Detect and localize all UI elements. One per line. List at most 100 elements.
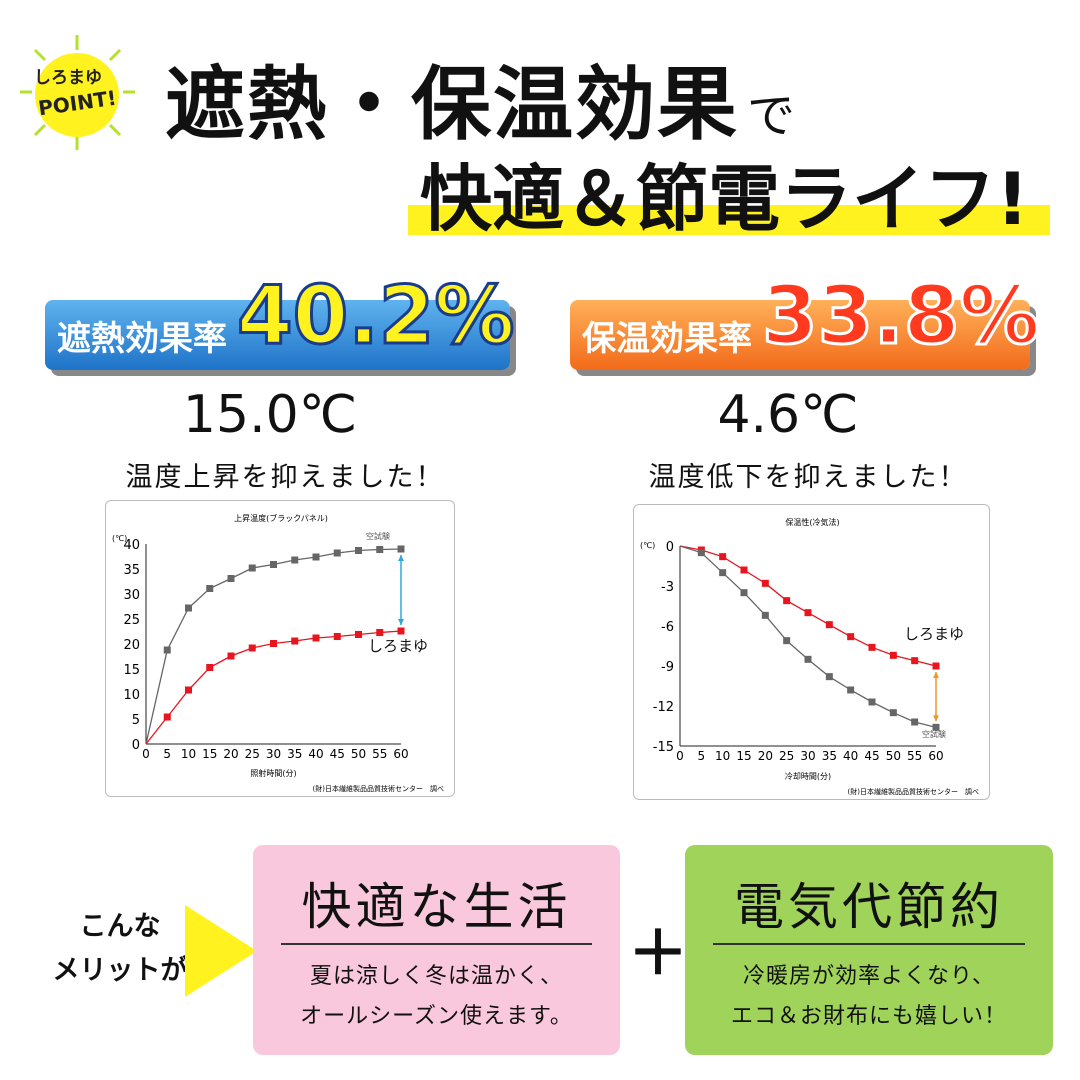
data-point bbox=[248, 644, 256, 652]
x-tick-label: 45 bbox=[330, 747, 345, 761]
series-label: しろまゆ bbox=[904, 625, 964, 643]
series-line bbox=[679, 545, 937, 728]
data-point bbox=[355, 631, 362, 638]
heat-rise-chart: 上昇温度(ブラックパネル) (℃) 照射時間(分) (財)日本繊維製品品質技術センター… bbox=[105, 500, 455, 797]
lead-line: こんな bbox=[79, 911, 161, 942]
y-tick-label: 15 bbox=[123, 663, 140, 678]
x-tick-label: 50 bbox=[886, 749, 901, 763]
chart-title: 上昇温度(ブラックパネル) bbox=[234, 513, 328, 523]
data-point bbox=[376, 546, 384, 553]
headline-main: 遮熱・保温効果 bbox=[165, 58, 739, 151]
x-tick-label: 50 bbox=[351, 747, 366, 761]
data-point bbox=[312, 553, 320, 561]
x-tick-label: 25 bbox=[245, 747, 260, 761]
heat-retention-chart: 保温性(冷気法) (℃) 冷却時間(分) (財)日本繊維製品品質技術センター 調べ 0-… bbox=[633, 504, 990, 800]
x-axis-label: 冷却時間(分) bbox=[785, 771, 831, 781]
y-tick-label: 0 bbox=[132, 738, 140, 753]
data-point bbox=[163, 713, 171, 721]
data-point bbox=[333, 549, 341, 557]
data-point bbox=[185, 604, 192, 612]
series-line bbox=[679, 545, 937, 667]
data-point bbox=[397, 545, 405, 553]
data-point bbox=[847, 686, 855, 694]
y-tick-label: 0 bbox=[666, 540, 674, 555]
data-point bbox=[719, 569, 727, 577]
series-label: しろまゆ bbox=[368, 637, 428, 655]
x-tick-label: 15 bbox=[202, 747, 217, 761]
x-tick-label: 15 bbox=[736, 749, 751, 763]
chart-title: 保温性(冷気法) bbox=[785, 517, 839, 527]
data-point bbox=[185, 686, 192, 694]
x-tick-label: 5 bbox=[698, 749, 706, 763]
data-point bbox=[227, 575, 235, 582]
data-point bbox=[804, 655, 812, 663]
x-tick-label: 55 bbox=[907, 749, 922, 763]
y-tick-label: 10 bbox=[123, 688, 140, 703]
plus-sign: ＋ bbox=[628, 919, 688, 989]
temp-caption: 温度上昇を抑えました！ bbox=[125, 462, 445, 493]
card-text: オールシーズン使えます。 bbox=[300, 1004, 573, 1029]
x-tick-label: 10 bbox=[715, 749, 730, 763]
headline-suffix: で bbox=[747, 88, 798, 144]
series-label: 空試験 bbox=[922, 729, 946, 739]
divider bbox=[713, 943, 1025, 945]
y-tick-label: -3 bbox=[661, 580, 674, 595]
arrow-right-icon bbox=[185, 905, 257, 997]
data-point bbox=[740, 589, 748, 597]
y-tick-label: 5 bbox=[132, 713, 140, 728]
card-text: 夏は涼しく冬は温かく、 bbox=[309, 964, 563, 989]
merit-lead: こんな メリットが bbox=[45, 905, 195, 993]
data-point bbox=[783, 637, 791, 645]
temp-difference: 15.0℃ bbox=[182, 385, 358, 445]
card-text: 冷暖房が効率よくなり、 bbox=[742, 964, 996, 989]
x-axis-label: 照射時間(分) bbox=[250, 768, 296, 778]
series-label: 空試験 bbox=[366, 531, 390, 541]
data-point bbox=[761, 579, 769, 587]
data-point bbox=[825, 673, 833, 681]
series-line bbox=[145, 630, 402, 745]
y-tick-label: -9 bbox=[661, 660, 674, 675]
saving-card: 電気代節約 冷暖房が効率よくなり、 エコ＆お財布にも嬉しい！ bbox=[685, 845, 1053, 1055]
x-tick-label: 30 bbox=[800, 749, 815, 763]
source-note: (財)日本繊維製品品質技術センター 調べ bbox=[848, 787, 979, 796]
data-point bbox=[291, 637, 299, 645]
x-tick-label: 25 bbox=[779, 749, 794, 763]
headline-line1: 遮熱・保温効果で bbox=[165, 40, 797, 156]
x-tick-label: 20 bbox=[223, 747, 238, 761]
x-tick-label: 35 bbox=[822, 749, 837, 763]
data-point bbox=[719, 553, 727, 561]
y-tick-label: 20 bbox=[123, 638, 140, 653]
data-point bbox=[889, 709, 897, 717]
data-point bbox=[355, 547, 362, 554]
data-point bbox=[911, 718, 919, 726]
source-note: (財)日本繊維製品品質技術センター 調べ bbox=[313, 784, 444, 793]
lead-line: メリットが bbox=[52, 955, 188, 986]
y-tick-label: 30 bbox=[123, 588, 140, 603]
comfort-card: 快適な生活 夏は涼しく冬は温かく、 オールシーズン使えます。 bbox=[253, 845, 620, 1055]
data-point bbox=[847, 633, 855, 641]
arrowhead-icon bbox=[398, 555, 404, 561]
data-point bbox=[783, 597, 791, 605]
data-point bbox=[868, 698, 876, 706]
x-tick-label: 40 bbox=[843, 749, 858, 763]
badge-label: 保温効果率 bbox=[582, 318, 752, 359]
data-point bbox=[376, 629, 384, 636]
data-point bbox=[868, 643, 876, 651]
data-point bbox=[761, 611, 769, 619]
data-point bbox=[740, 566, 748, 574]
card-heading: 電気代節約 bbox=[734, 878, 1004, 936]
y-tick-label: -15 bbox=[653, 740, 674, 755]
x-tick-label: 35 bbox=[287, 747, 302, 761]
arrowhead-icon bbox=[933, 715, 939, 722]
y-unit: (℃) bbox=[112, 534, 127, 543]
data-point bbox=[270, 561, 277, 568]
y-tick-label: 35 bbox=[123, 563, 140, 578]
y-tick-label: -6 bbox=[661, 620, 674, 635]
card-text: エコ＆お財布にも嬉しい！ bbox=[730, 1004, 1007, 1029]
temp-caption: 温度低下を抑えました！ bbox=[648, 462, 968, 493]
x-tick-label: 5 bbox=[163, 747, 171, 761]
data-point bbox=[825, 621, 833, 629]
data-point bbox=[804, 609, 812, 617]
data-point bbox=[333, 633, 341, 640]
temp-difference: 4.6℃ bbox=[717, 385, 859, 445]
